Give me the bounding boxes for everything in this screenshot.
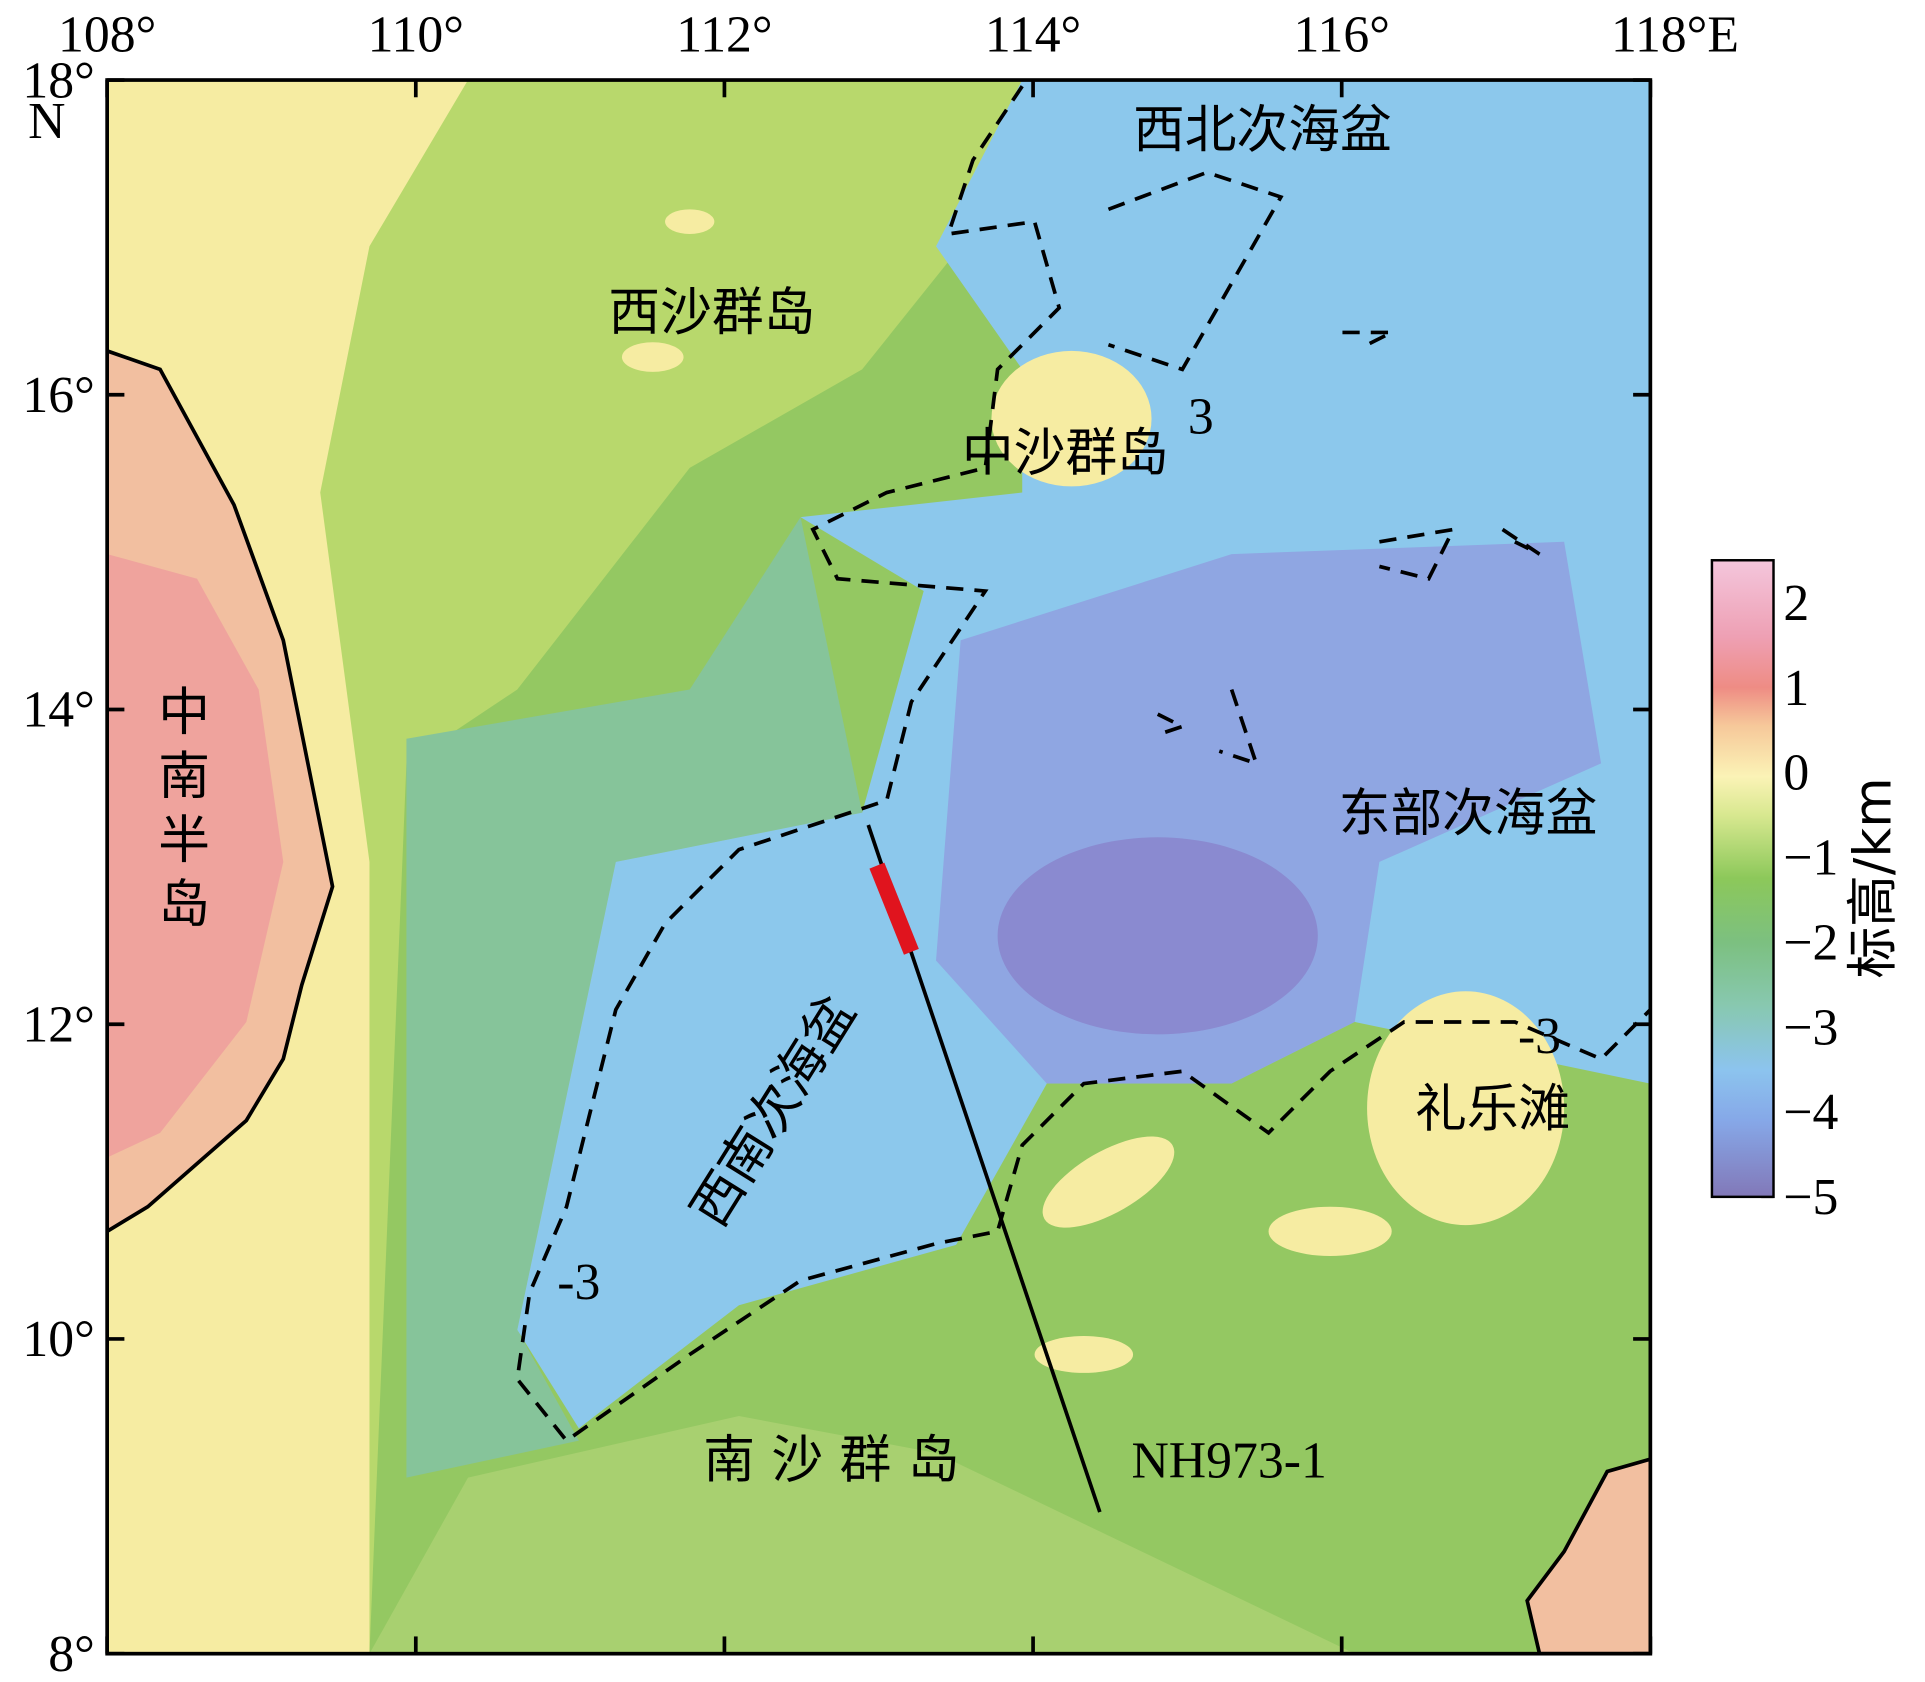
lat-tick-label: 16° <box>22 367 94 424</box>
colorbar-tick-label: −2 <box>1783 914 1838 971</box>
colorbar-tick-label: −5 <box>1783 1169 1838 1226</box>
lon-tick-label: 112° <box>676 7 772 64</box>
contour-label: 3 <box>1188 388 1214 445</box>
place-label: 礼乐滩 <box>1415 1080 1570 1140</box>
lat-tick-label: 14° <box>22 682 94 739</box>
place-label: 西北次海盆 <box>1133 101 1392 161</box>
lat-tick-label: 18° <box>22 52 94 109</box>
lon-tick-label: 116° <box>1294 7 1390 64</box>
place-label: 东部次海盆 <box>1339 784 1598 844</box>
lon-tick-label: 108° <box>58 7 156 64</box>
lon-tick-label: 110° <box>368 7 464 64</box>
lat-unit: N <box>28 93 65 150</box>
place-label: 西沙群岛 <box>608 283 815 343</box>
lat-tick-label: 12° <box>22 996 94 1053</box>
lat-tick-label: 10° <box>22 1311 94 1368</box>
colorbar-tick-label: 1 <box>1783 660 1809 717</box>
colorbar-tick-label: 0 <box>1783 745 1809 802</box>
lon-tick-label: 118°E <box>1611 7 1739 64</box>
place-label: 南 沙 群 岛 <box>703 1431 959 1491</box>
colorbar <box>1710 559 1775 1199</box>
colorbar-tick-label: −1 <box>1783 830 1838 887</box>
contour-label: -3 <box>1518 1008 1561 1065</box>
lat-tick-label: 8° <box>48 1626 95 1682</box>
terrain <box>107 80 1651 1654</box>
profile-segment <box>869 862 919 955</box>
colorbar-tick-label: 2 <box>1783 575 1809 632</box>
profile-label: NH973-1 <box>1131 1433 1326 1490</box>
contour-label: -3 <box>557 1254 600 1311</box>
colorbar-label: 标高/km <box>1844 777 1904 978</box>
lon-tick-label: 114° <box>985 7 1081 64</box>
place-label: 中沙群岛 <box>962 423 1169 483</box>
colorbar-tick-label: −3 <box>1783 999 1838 1056</box>
colorbar-tick-label: −4 <box>1783 1084 1838 1141</box>
place-label: 中南半岛 <box>149 685 209 941</box>
axes: 108° 110° 112° 114° 116° 118°E18°16°14°12°10°… <box>22 7 1838 1682</box>
map-frame <box>105 78 1653 1656</box>
